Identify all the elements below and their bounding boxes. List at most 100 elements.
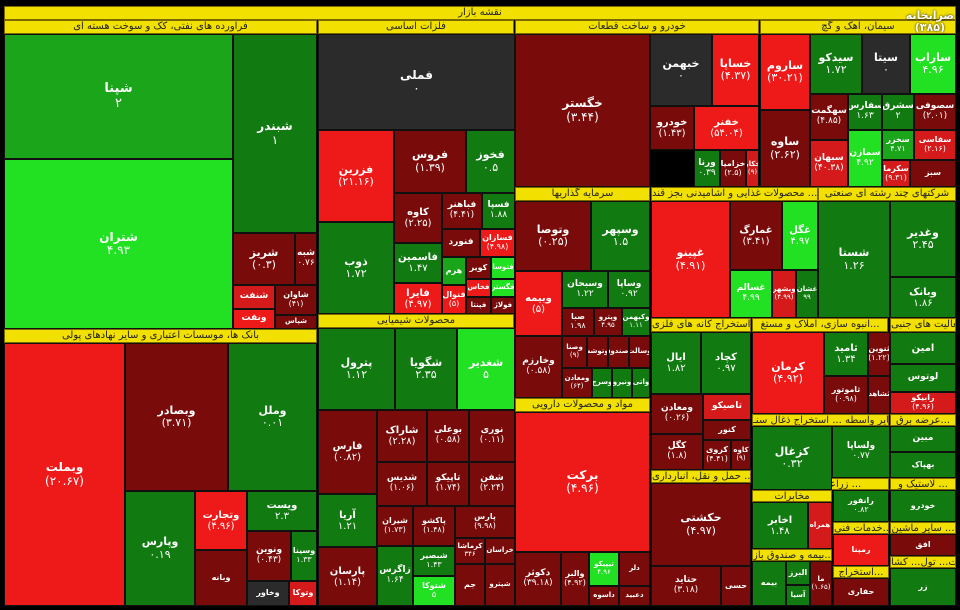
stock-tile[interactable]: وسبحان ۱.۲۲ <box>562 271 608 308</box>
stock-tile[interactable]: فتوسا <box>491 257 515 279</box>
stock-tile[interactable]: حسی <box>721 566 751 606</box>
stock-tile[interactable]: داسوه <box>589 586 619 606</box>
stock-tile[interactable]: وتجارت (۴.۹۶) <box>195 491 247 550</box>
stock-tile[interactable]: زاگرس ۱.۶۴ <box>377 546 413 606</box>
stock-tile[interactable]: سهگمت (۴.۸۵) <box>810 94 848 140</box>
stock-tile[interactable]: وصنا (۹) <box>562 336 587 368</box>
stock-tile[interactable]: خگستر (۳.۴۴) <box>515 34 650 187</box>
sector-label[interactable]: عرضه برق... <box>890 414 956 426</box>
stock-tile[interactable]: زر <box>890 568 956 606</box>
stock-tile[interactable]: کرماشا ۳۴۶ <box>455 538 485 564</box>
sector-label[interactable]: بانک ها، موسسات اعتباری و سایر نهادهای پ… <box>4 329 317 343</box>
stock-tile[interactable]: امین <box>890 332 956 364</box>
stock-tile[interactable]: شیران (۱.۷۳) <box>377 506 413 546</box>
stock-tile[interactable]: وتوصا (۰.۲۵) <box>515 201 591 271</box>
stock-tile[interactable]: غشان ۹۹ <box>796 270 818 318</box>
stock-tile[interactable]: کویر <box>466 257 491 279</box>
stock-tile[interactable]: شغدیر ۵ <box>457 328 515 410</box>
stock-tile[interactable]: ثامید ۱.۳۴ <box>824 332 868 376</box>
stock-tile[interactable]: ولساپا ۰.۷۷ <box>832 426 890 478</box>
stock-tile[interactable]: ونوین (۰.۴۳) <box>247 531 291 581</box>
stock-tile[interactable]: خفنر (۵۴.۰۴) <box>694 106 759 150</box>
stock-tile[interactable]: کرمان (۴.۹۲) <box>752 332 824 414</box>
stock-tile[interactable]: ثاموتور (۰.۹۸) <box>824 376 868 414</box>
stock-tile[interactable]: فگستر <box>491 279 515 297</box>
stock-tile[interactable]: شپاس <box>275 315 317 329</box>
stock-tile[interactable]: وتوشه <box>587 336 608 368</box>
stock-tile[interactable]: ورنا ۰.۳۹ <box>694 150 720 187</box>
stock-tile[interactable]: وبصادر (۳.۷۱) <box>125 343 228 491</box>
stock-tile[interactable]: وپترو ۴.۹۵ <box>594 308 622 336</box>
stock-tile[interactable]: شنفت <box>233 285 275 309</box>
stock-tile[interactable]: شاوان (۴۱) <box>275 285 317 315</box>
stock-tile[interactable]: سصوفی (۲.۰۱) <box>914 94 956 130</box>
stock-tile[interactable]: سیدکو ۱.۷۲ <box>810 34 862 94</box>
stock-tile[interactable]: دعبید <box>619 586 650 606</box>
stock-tile[interactable]: حکشتی (۴.۹۷) <box>651 483 751 566</box>
sector-label[interactable]: بیمه و صندوق باز... <box>752 549 832 561</box>
stock-tile[interactable]: تاصیکو <box>703 394 751 420</box>
stock-tile[interactable]: خودرو <box>890 490 956 522</box>
stock-tile[interactable]: لوتوس <box>890 364 956 392</box>
stock-tile[interactable]: پاکشو (۱.۴۸) <box>413 506 455 546</box>
sector-label[interactable]: انبوه سازی، املاک و مستغ... <box>752 318 888 332</box>
stock-tile[interactable]: فاسمین ۱.۴۷ <box>394 243 442 283</box>
stock-tile[interactable]: وسپهر ۱.۵ <box>591 201 650 271</box>
stock-tile[interactable]: پارسان (۱.۱۴) <box>318 547 377 606</box>
stock-tile[interactable]: وبانک ۱.۸۶ <box>890 277 956 318</box>
stock-tile[interactable]: بیمه <box>752 561 786 606</box>
stock-tile[interactable]: پترول ۱.۱۲ <box>318 328 395 410</box>
stock-tile[interactable]: وکبهمن ۱.۱۱ <box>622 308 650 336</box>
stock-tile[interactable]: شبه ۰.۷۶ <box>295 233 317 285</box>
stock-tile[interactable]: شریز (۰.۳) <box>233 233 295 285</box>
sector-label[interactable]: شرکتهای چند رشته ای صنعتی <box>818 187 956 201</box>
sector-label[interactable]: استخراج... <box>833 566 889 578</box>
stock-tile[interactable]: ساروم (۳۰.۲۱) <box>760 34 810 110</box>
stock-tile[interactable]: کاوه (۲.۲۵) <box>394 193 442 243</box>
sector-label[interactable]: مواد و محصولات دارویی <box>515 398 650 412</box>
stock-tile[interactable]: شفن (۲.۲۴) <box>469 462 515 506</box>
stock-tile[interactable]: جم <box>455 564 485 606</box>
stock-tile[interactable]: کاوه (۹) <box>731 440 751 470</box>
sector-label[interactable]: لاستیک و ... <box>890 478 956 490</box>
stock-tile[interactable]: شپترو <box>485 564 515 606</box>
stock-tile[interactable]: ومعادن (۰.۲۶) <box>651 394 703 434</box>
stock-tile[interactable]: شپنا ۲ <box>4 34 233 159</box>
stock-tile[interactable]: افق <box>890 534 956 556</box>
stock-tile[interactable]: فایرا (۴.۹۷) <box>394 283 442 314</box>
stock-tile[interactable]: سفاسی (۲.۱۶) <box>914 130 956 160</box>
stock-tile[interactable]: ایال ۱.۸۲ <box>651 332 701 394</box>
stock-tile[interactable]: وغدیر ۲.۴۵ <box>890 201 956 277</box>
stock-tile[interactable]: رانفور ۰.۸۲ <box>833 490 889 522</box>
stock-tile[interactable]: خراسان <box>485 538 515 564</box>
stock-tile[interactable]: دلر <box>619 552 650 586</box>
stock-tile[interactable]: ذوب ۱.۷۲ <box>318 222 394 314</box>
stock-tile[interactable]: سبهان (۴۰.۳۸) <box>810 140 848 187</box>
stock-tile[interactable]: واتی <box>632 368 650 398</box>
stock-tile[interactable]: البرز <box>786 561 810 585</box>
stock-tile[interactable]: ونیرو <box>612 368 632 398</box>
stock-tile[interactable]: غمارگ (۳.۴۱) <box>730 201 782 270</box>
stock-tile[interactable]: فنوال (۵) <box>442 285 466 314</box>
stock-tile[interactable]: شتران ۴.۹۳ <box>4 159 233 329</box>
stock-tile[interactable]: اخابر ۱.۴۸ <box>752 502 808 549</box>
stock-tile[interactable]: رمپنا <box>833 534 889 566</box>
stock-tile[interactable]: شبندر ۱ <box>233 34 317 233</box>
stock-tile[interactable]: کروی (۴.۴۱) <box>703 440 731 470</box>
stock-tile[interactable]: سیتا ۰ <box>862 34 910 94</box>
stock-tile[interactable]: بهپاک <box>890 452 956 478</box>
stock-tile[interactable]: شاراک (۲.۲۸) <box>377 410 427 462</box>
sector-label[interactable]: استخراج کانه های فلزی <box>651 318 751 332</box>
stock-tile[interactable]: حتاید (۳.۱۸) <box>651 566 721 606</box>
stock-tile[interactable]: رابیکو (۴.۹۶) <box>890 392 956 414</box>
stock-tile[interactable]: والبر (۴.۹۲) <box>561 552 589 606</box>
sector-label[interactable]: سایر واسطه ... استخراج ذغال سنـ... <box>752 414 889 426</box>
stock-tile[interactable]: شگویا ۲.۳۵ <box>395 328 457 410</box>
stock-tile[interactable]: خودرو (۱.۴۳) <box>650 106 694 150</box>
stock-tile[interactable]: سخزر ۴.۷۱ <box>882 130 914 160</box>
sector-label[interactable]: مخابرات <box>752 490 832 502</box>
stock-tile[interactable]: فملی ۰ <box>318 34 515 130</box>
stock-tile[interactable]: خبهمن ۰ <box>650 34 712 106</box>
stock-tile[interactable]: فخاس <box>466 279 491 297</box>
